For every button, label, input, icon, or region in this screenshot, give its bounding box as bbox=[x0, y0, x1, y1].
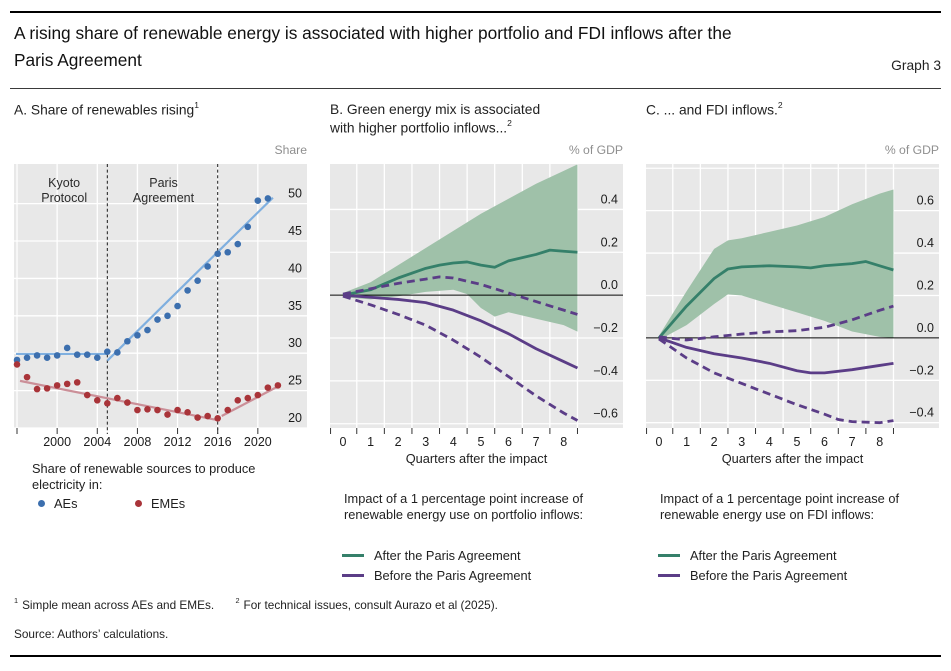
top-rule bbox=[10, 11, 941, 13]
panel-b-chart: 0.4 0.2 0.0 −0.2 −0.4 −0.6 0 1 2 3 4 5 6 7 8 bbox=[330, 164, 623, 449]
purple-line-icon bbox=[658, 573, 680, 578]
svg-text:1: 1 bbox=[683, 435, 690, 449]
svg-text:−0.4: −0.4 bbox=[593, 364, 618, 378]
emes-dot-icon bbox=[135, 500, 142, 507]
svg-text:Agreement: Agreement bbox=[133, 191, 195, 205]
panel-b-legend-caption: Impact of a 1 percentage point increase … bbox=[344, 491, 584, 522]
figure-title: A rising share of renewable energy is as… bbox=[14, 23, 732, 70]
svg-text:0.4: 0.4 bbox=[601, 192, 618, 206]
panel-a-footnote-marker: 1 bbox=[194, 100, 199, 110]
svg-text:45: 45 bbox=[288, 224, 302, 238]
panel-a-axis-unit: Share bbox=[274, 143, 307, 157]
panel-c-legend-after: After the Paris Agreement bbox=[658, 548, 837, 563]
svg-text:0.4: 0.4 bbox=[917, 236, 934, 250]
footnote-2-text: For technical issues, consult Aurazo et … bbox=[243, 597, 498, 612]
panel-a-title: A. Share of renewables rising1 bbox=[14, 100, 304, 120]
svg-text:20: 20 bbox=[288, 411, 302, 425]
svg-text:6: 6 bbox=[505, 435, 512, 449]
svg-text:0.0: 0.0 bbox=[601, 278, 618, 292]
svg-text:0.0: 0.0 bbox=[917, 321, 934, 335]
svg-text:4: 4 bbox=[450, 435, 457, 449]
svg-text:8: 8 bbox=[876, 435, 883, 449]
svg-text:2008: 2008 bbox=[124, 435, 152, 449]
panel-c-axis-unit: % of GDP bbox=[884, 143, 939, 157]
svg-text:0.2: 0.2 bbox=[601, 235, 618, 249]
footnote-1-marker: 1 bbox=[14, 596, 19, 605]
svg-text:4: 4 bbox=[766, 435, 773, 449]
panel-c-xaxis-label: Quarters after the impact bbox=[721, 451, 864, 466]
panel-c-legend-after-label: After the Paris Agreement bbox=[690, 548, 837, 563]
panel-b-title-text: B. Green energy mix is associated with h… bbox=[330, 102, 541, 136]
green-line-icon bbox=[658, 553, 680, 558]
panel-c-title-text: C. ... and FDI inflows. bbox=[646, 102, 778, 118]
panel-b-title: B. Green energy mix is associated with h… bbox=[330, 101, 568, 137]
panel-c-legend-caption: Impact of a 1 percentage point increase … bbox=[660, 491, 900, 522]
svg-text:35: 35 bbox=[288, 299, 302, 313]
svg-text:0.2: 0.2 bbox=[917, 278, 934, 292]
graph-number-label: Graph 3 bbox=[891, 58, 941, 73]
svg-text:0.6: 0.6 bbox=[917, 194, 934, 208]
footnote-2-marker: 2 bbox=[235, 596, 240, 605]
panel-b-footnote-marker: 2 bbox=[507, 117, 512, 128]
svg-text:2004: 2004 bbox=[83, 435, 111, 449]
panel-b-xaxis-label: Quarters after the impact bbox=[405, 451, 548, 466]
legend-item-aes-label: AEs bbox=[54, 496, 78, 511]
panel-b-legend-before-label: Before the Paris Agreement bbox=[374, 568, 532, 583]
svg-text:2020: 2020 bbox=[244, 435, 272, 449]
svg-text:2: 2 bbox=[395, 435, 402, 449]
svg-text:Kyoto: Kyoto bbox=[48, 176, 80, 190]
svg-text:Paris: Paris bbox=[149, 176, 177, 190]
svg-text:50: 50 bbox=[288, 187, 302, 201]
panel-c-legend-before-label: Before the Paris Agreement bbox=[690, 568, 848, 583]
svg-text:−0.6: −0.6 bbox=[593, 407, 618, 421]
svg-text:7: 7 bbox=[533, 435, 540, 449]
legend-item-aes: AEs bbox=[38, 496, 77, 511]
svg-text:3: 3 bbox=[422, 435, 429, 449]
svg-text:1: 1 bbox=[367, 435, 374, 449]
footnote-1-text: Simple mean across AEs and EMEs. bbox=[22, 597, 215, 612]
svg-text:2012: 2012 bbox=[164, 435, 192, 449]
panel-a-legend-caption: Share of renewable sources to produce el… bbox=[32, 461, 256, 492]
source-line: Source: Authors’ calculations. bbox=[14, 627, 169, 641]
panel-b-legend-after: After the Paris Agreement bbox=[342, 548, 521, 563]
svg-text:2016: 2016 bbox=[204, 435, 232, 449]
panel-b-legend-before: Before the Paris Agreement bbox=[342, 568, 531, 583]
panel-c-legend-before: Before the Paris Agreement bbox=[658, 568, 847, 583]
svg-text:2000: 2000 bbox=[43, 435, 71, 449]
svg-text:8: 8 bbox=[560, 435, 567, 449]
svg-text:Protocol: Protocol bbox=[41, 191, 87, 205]
panel-c-title: C. ... and FDI inflows.2 bbox=[646, 100, 936, 120]
svg-text:0: 0 bbox=[655, 435, 662, 449]
svg-text:5: 5 bbox=[477, 435, 484, 449]
svg-text:−0.2: −0.2 bbox=[909, 363, 934, 377]
panel-c-footnote-marker: 2 bbox=[777, 100, 783, 110]
svg-text:40: 40 bbox=[288, 261, 302, 275]
green-line-icon bbox=[342, 553, 364, 558]
panel-a-title-text: A. Share of renewables rising bbox=[14, 102, 195, 118]
legend-item-emes-label: EMEs bbox=[151, 496, 186, 511]
svg-text:25: 25 bbox=[288, 374, 302, 388]
purple-line-icon bbox=[342, 573, 364, 578]
legend-item-emes: EMEs bbox=[135, 496, 185, 511]
panel-b-legend-after-label: After the Paris Agreement bbox=[374, 548, 521, 563]
svg-text:6: 6 bbox=[821, 435, 828, 449]
svg-text:−0.2: −0.2 bbox=[593, 321, 618, 335]
svg-text:2: 2 bbox=[711, 435, 718, 449]
title-divider-rule bbox=[10, 88, 941, 89]
svg-text:30: 30 bbox=[288, 336, 302, 350]
bottom-rule bbox=[10, 655, 941, 657]
svg-text:0: 0 bbox=[339, 435, 346, 449]
svg-text:3: 3 bbox=[738, 435, 745, 449]
svg-text:7: 7 bbox=[849, 435, 856, 449]
panel-b-axis-unit: % of GDP bbox=[568, 143, 623, 157]
svg-text:−0.4: −0.4 bbox=[909, 406, 934, 420]
aes-dot-icon bbox=[38, 500, 45, 507]
footnotes-line: 1 Simple mean across AEs and EMEs. 2 For t… bbox=[14, 596, 498, 612]
svg-text:5: 5 bbox=[793, 435, 800, 449]
panel-c-chart: 0.6 0.4 0.2 0.0 −0.2 −0.4 0 1 2 3 4 5 6 7 8 bbox=[646, 164, 939, 449]
